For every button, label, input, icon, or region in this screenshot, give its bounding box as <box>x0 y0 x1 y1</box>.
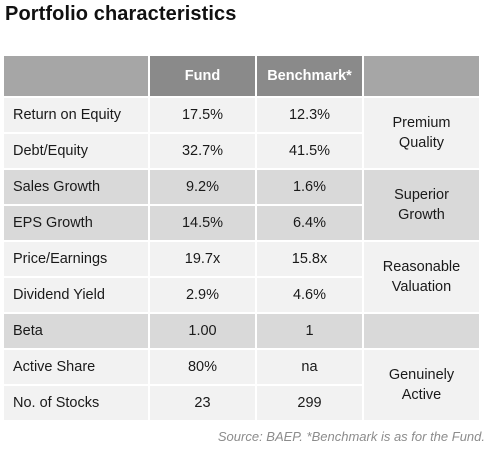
fund-value: 9.2% <box>150 170 257 206</box>
group-line: Quality <box>398 135 445 151</box>
table-header-row: Fund Benchmark* <box>4 56 481 98</box>
header-quality <box>364 56 481 98</box>
metric-beta: Beta <box>4 314 150 350</box>
benchmark-value: na <box>257 350 364 386</box>
fund-value: 23 <box>150 386 257 422</box>
table-row: Beta 1.00 1 <box>4 314 481 350</box>
group-line: Reasonable <box>382 259 461 275</box>
benchmark-value: 6.4% <box>257 206 364 242</box>
metric-eps-growth: EPS Growth <box>4 206 150 242</box>
benchmark-value: 299 <box>257 386 364 422</box>
fund-value: 14.5% <box>150 206 257 242</box>
table-row: No. of Stocks 23 299 <box>4 386 481 422</box>
page-title: Portfolio characteristics <box>5 3 237 25</box>
benchmark-value: 12.3% <box>257 98 364 134</box>
table-row: Price/Earnings 19.7x 15.8x Reasonable Va… <box>4 242 481 314</box>
benchmark-value: 1 <box>257 314 364 350</box>
metric-debt-equity: Debt/Equity <box>4 134 150 170</box>
group-label-premium-quality: Premium Quality <box>364 98 481 170</box>
fund-value: 17.5% <box>150 98 257 134</box>
benchmark-value: 1.6% <box>257 170 364 206</box>
group-label-genuinely-active: Genuinely Active <box>364 350 481 422</box>
fund-value: 19.7x <box>150 242 257 278</box>
table-row: Return on Equity 17.5% 12.3% Premium Qua… <box>4 98 481 170</box>
table-row: Sales Growth 9.2% 1.6% Superior Growth <box>4 170 481 242</box>
metric-no-of-stocks: No. of Stocks <box>4 386 150 422</box>
benchmark-value: 4.6% <box>257 278 364 314</box>
header-benchmark: Benchmark* <box>257 56 364 98</box>
metric-price-earnings: Price/Earnings <box>4 242 150 278</box>
portfolio-characteristics-table: Fund Benchmark* Return on Equity 17.5% 1… <box>4 56 481 422</box>
metric-sales-growth: Sales Growth <box>4 170 150 206</box>
table-row: Debt/Equity 32.7% 41.5% <box>4 134 481 170</box>
metric-active-share: Active Share <box>4 350 150 386</box>
group-line: Active <box>401 387 442 403</box>
metric-return-on-equity: Return on Equity <box>4 98 150 134</box>
benchmark-value: 15.8x <box>257 242 364 278</box>
table-row: Dividend Yield 2.9% 4.6% <box>4 278 481 314</box>
group-line: Superior <box>394 187 449 203</box>
group-line: Valuation <box>391 279 452 295</box>
fund-value: 32.7% <box>150 134 257 170</box>
fund-value: 2.9% <box>150 278 257 314</box>
group-line: Growth <box>398 207 445 223</box>
fund-value: 1.00 <box>150 314 257 350</box>
group-label-empty <box>364 314 481 350</box>
fund-value: 80% <box>150 350 257 386</box>
table-row: Active Share 80% na Genuinely Active <box>4 350 481 422</box>
header-fund: Fund <box>150 56 257 98</box>
group-line: Premium <box>392 115 451 131</box>
group-label-reasonable-valuation: Reasonable Valuation <box>364 242 481 314</box>
metric-dividend-yield: Dividend Yield <box>4 278 150 314</box>
source-note: Source: BAEP. *Benchmark is as for the F… <box>217 429 485 444</box>
group-label-superior-growth: Superior Growth <box>364 170 481 242</box>
group-line: Genuinely <box>388 367 455 383</box>
table-row: EPS Growth 14.5% 6.4% <box>4 206 481 242</box>
benchmark-value: 41.5% <box>257 134 364 170</box>
header-metric <box>4 56 150 98</box>
